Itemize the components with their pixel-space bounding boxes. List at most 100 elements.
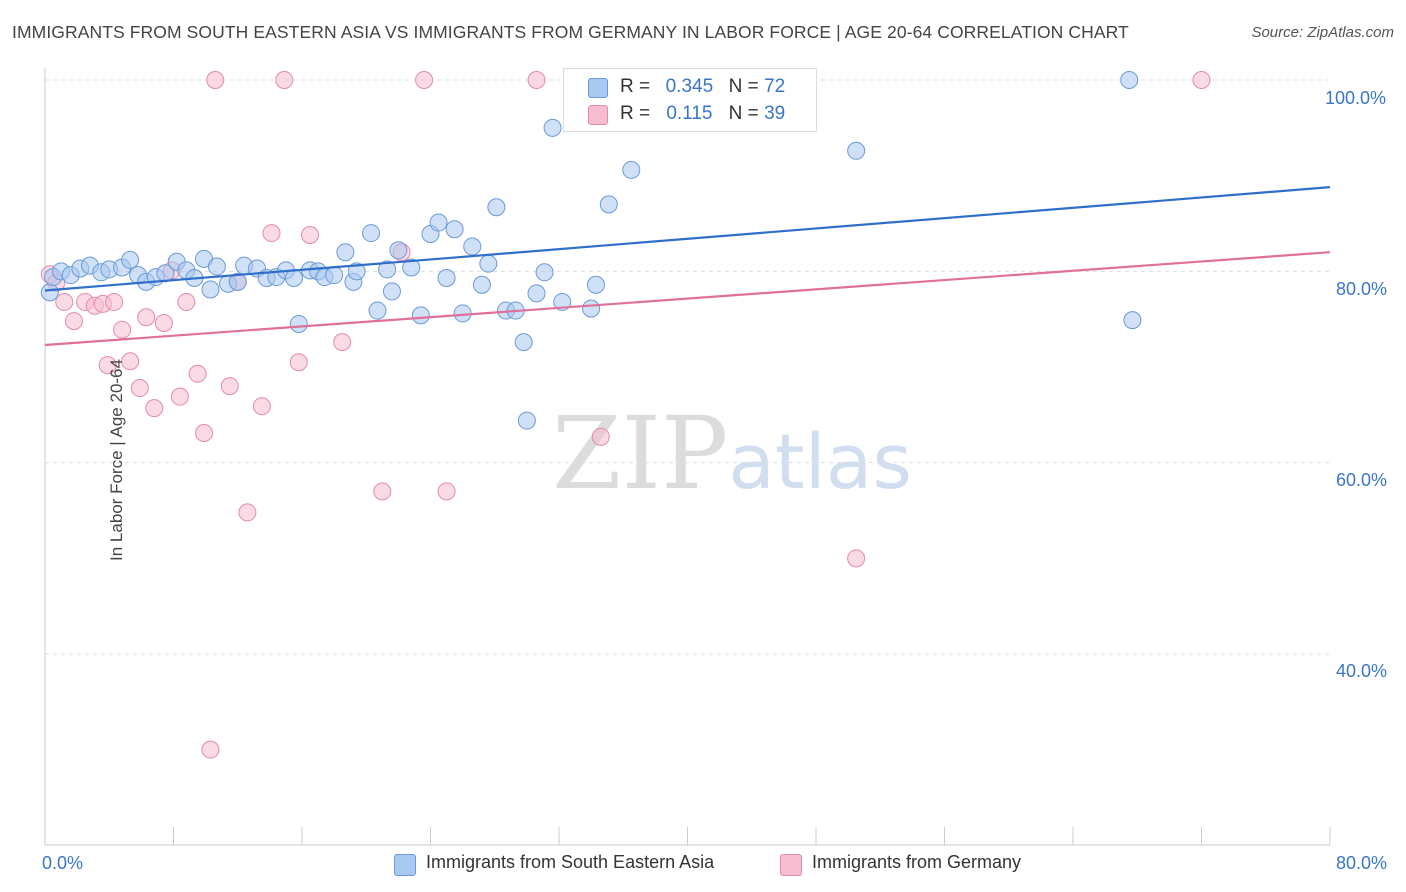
x-tick-label-right: 80.0% bbox=[1336, 853, 1388, 873]
legend-text-sea: R = 0.345 N = 72 bbox=[620, 76, 785, 98]
source-note: Source: ZipAtlas.com bbox=[1251, 24, 1394, 41]
point-germany bbox=[113, 320, 132, 339]
chart-title: IMMIGRANTS FROM SOUTH EASTERN ASIA VS IM… bbox=[12, 22, 1129, 42]
point-sea bbox=[378, 260, 397, 279]
point-sea bbox=[437, 269, 456, 288]
correlation-legend: R = 0.345 N = 72 R = 0.115 N = 39 bbox=[563, 68, 817, 132]
legend-text-germany: R = 0.115 N = 39 bbox=[620, 103, 785, 125]
point-sea bbox=[284, 269, 303, 288]
r-label: R = bbox=[620, 103, 651, 124]
point-germany bbox=[137, 308, 156, 327]
watermark-zip: ZIP bbox=[552, 395, 729, 512]
point-sea bbox=[463, 237, 482, 256]
point-sea bbox=[517, 411, 536, 430]
point-sea bbox=[445, 220, 464, 239]
bottom-legend-label-sea: Immigrants from South Eastern Asia bbox=[426, 852, 715, 872]
point-germany bbox=[145, 399, 164, 418]
point-germany bbox=[188, 364, 207, 383]
point-germany bbox=[121, 352, 140, 371]
point-sea bbox=[847, 141, 866, 160]
point-germany bbox=[201, 740, 220, 759]
point-sea bbox=[1120, 71, 1139, 89]
point-sea bbox=[368, 301, 387, 320]
point-germany bbox=[98, 356, 117, 375]
r-value-germany: 0.115 bbox=[666, 103, 713, 124]
point-sea bbox=[411, 306, 430, 325]
legend-swatch-germany bbox=[588, 105, 608, 125]
point-sea bbox=[336, 243, 355, 262]
point-germany bbox=[437, 482, 456, 501]
trend-line-sea bbox=[44, 186, 1331, 292]
bottom-legend-swatch-germany bbox=[780, 854, 802, 876]
trend-lines bbox=[44, 186, 1331, 347]
point-germany bbox=[55, 292, 74, 311]
point-sea bbox=[514, 333, 533, 352]
point-germany bbox=[64, 312, 83, 331]
point-sea bbox=[527, 284, 546, 303]
r-value-sea: 0.345 bbox=[665, 76, 714, 97]
point-germany bbox=[373, 482, 392, 501]
point-germany bbox=[220, 377, 239, 396]
point-germany bbox=[177, 292, 196, 311]
point-sea bbox=[362, 224, 381, 243]
point-germany bbox=[1192, 71, 1211, 89]
point-germany bbox=[262, 224, 281, 243]
n-label: N = bbox=[728, 103, 759, 124]
point-germany bbox=[238, 503, 257, 522]
point-sea bbox=[553, 292, 572, 311]
y-tick-label: 80.0% bbox=[1336, 279, 1388, 299]
point-sea bbox=[599, 195, 618, 214]
point-sea bbox=[207, 257, 226, 276]
point-sea bbox=[1123, 311, 1142, 330]
point-germany bbox=[252, 397, 271, 416]
y-tick-label: 40.0% bbox=[1336, 661, 1388, 681]
point-sea bbox=[325, 266, 344, 285]
point-germany bbox=[170, 387, 189, 406]
point-sea bbox=[487, 198, 506, 217]
point-sea bbox=[543, 118, 562, 137]
n-label: N = bbox=[728, 76, 759, 97]
x-tick-label-left: 0.0% bbox=[42, 853, 84, 873]
point-sea bbox=[402, 258, 421, 277]
n-value-sea: 72 bbox=[764, 76, 786, 97]
point-germany bbox=[847, 549, 866, 568]
watermark-atlas: atlas bbox=[728, 417, 912, 506]
point-germany bbox=[275, 71, 294, 89]
point-sea bbox=[389, 241, 408, 260]
y-tick-label: 60.0% bbox=[1336, 470, 1388, 490]
point-sea bbox=[472, 275, 491, 294]
bottom-legend-swatch-sea bbox=[394, 854, 416, 876]
bottom-legend-label-germany: Immigrants from Germany bbox=[812, 852, 1022, 872]
point-germany bbox=[130, 379, 149, 398]
point-germany bbox=[105, 292, 124, 311]
point-germany bbox=[301, 225, 320, 244]
point-germany bbox=[591, 427, 610, 446]
point-sea bbox=[479, 254, 498, 273]
point-sea bbox=[289, 314, 308, 333]
point-germany bbox=[415, 71, 434, 89]
point-sea bbox=[535, 263, 554, 282]
point-germany bbox=[206, 71, 225, 89]
watermark: ZIPatlas bbox=[552, 395, 912, 512]
point-germany bbox=[333, 333, 352, 352]
point-germany bbox=[195, 424, 214, 443]
point-germany bbox=[289, 353, 308, 372]
point-sea bbox=[429, 213, 448, 232]
point-sea bbox=[201, 280, 220, 299]
r-label: R = bbox=[620, 76, 651, 97]
point-sea bbox=[622, 160, 641, 179]
point-sea bbox=[228, 272, 247, 291]
point-sea bbox=[40, 283, 59, 302]
trend-line-germany bbox=[44, 251, 1331, 347]
grid-lines bbox=[45, 79, 1330, 655]
point-sea bbox=[347, 262, 366, 281]
point-sea bbox=[582, 299, 601, 318]
legend-swatch-sea bbox=[588, 78, 608, 98]
point-germany bbox=[527, 71, 546, 89]
axes bbox=[44, 68, 1331, 846]
y-axis-label: In Labor Force | Age 20-64 bbox=[106, 359, 126, 561]
point-germany bbox=[154, 313, 173, 332]
point-sea bbox=[586, 275, 605, 294]
point-sea bbox=[121, 250, 140, 269]
